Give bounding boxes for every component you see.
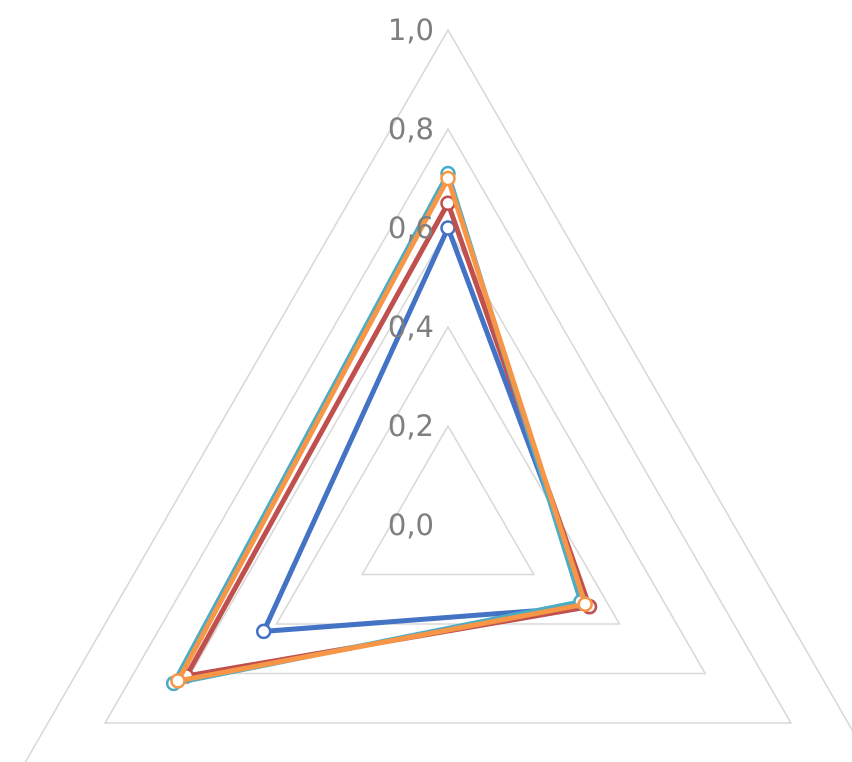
- grid-ring: [360, 424, 536, 576]
- series-layer: [165, 165, 598, 692]
- series-point: [255, 623, 272, 640]
- tick-label: 0,2: [388, 409, 434, 443]
- series-4: [170, 170, 593, 689]
- tick-label: 0,8: [388, 112, 434, 146]
- tick-label: 0,4: [388, 310, 434, 344]
- tick-label: 1,0: [388, 13, 434, 47]
- series-line: [175, 176, 588, 684]
- grid-ring: [189, 226, 707, 675]
- radar-grid: [24, 28, 852, 762]
- grid-ring: [24, 28, 852, 762]
- tick-labels: 0,0 0,2 0,4 0,6 0,8 1,0: [388, 13, 434, 542]
- grid-ring: [275, 325, 621, 625]
- series-point: [577, 596, 593, 612]
- tick-label: 0,0: [388, 508, 434, 542]
- series-point: [440, 170, 456, 187]
- series-line: [261, 225, 592, 634]
- series-point: [170, 673, 186, 689]
- grid-ring: [103, 127, 793, 724]
- tick-label: 0,6: [388, 211, 434, 245]
